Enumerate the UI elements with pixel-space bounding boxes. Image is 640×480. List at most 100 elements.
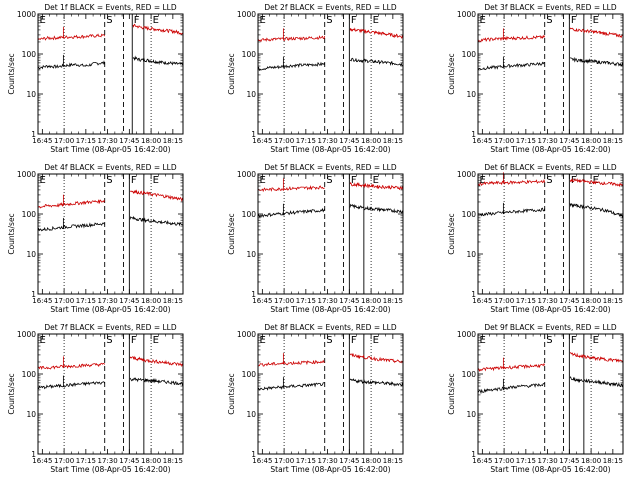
y-tick-label: 100 bbox=[22, 210, 37, 219]
event-label-start: E bbox=[260, 335, 266, 346]
event-label-start: E bbox=[40, 335, 46, 346]
event-label-start: E bbox=[260, 175, 266, 186]
x-tick-label: 17:00 bbox=[274, 137, 294, 145]
panel-title: Det 9f BLACK = Events, RED = LLD bbox=[484, 323, 617, 332]
y-tick-label: 1000 bbox=[237, 170, 256, 179]
y-tick-label: 1000 bbox=[237, 10, 256, 19]
x-tick-label: 18:00 bbox=[361, 457, 381, 465]
y-tick-label: 10 bbox=[466, 250, 476, 259]
x-tick-label: 16:45 bbox=[32, 297, 52, 305]
x-tick-label: 17:45 bbox=[119, 457, 139, 465]
event-label-e: E bbox=[153, 15, 159, 26]
x-tick-label: 17:45 bbox=[339, 137, 359, 145]
lld-series-line bbox=[132, 23, 184, 35]
y-tick-label: 10 bbox=[466, 90, 476, 99]
event-label-f: F bbox=[134, 15, 140, 26]
x-tick-label: 17:00 bbox=[274, 297, 294, 305]
x-tick-label: 17:15 bbox=[76, 457, 96, 465]
x-tick-label: 16:45 bbox=[32, 137, 52, 145]
event-label-f: F bbox=[571, 335, 577, 346]
event-label-s: S bbox=[326, 15, 332, 26]
events-series-line bbox=[257, 61, 326, 72]
detector-panel-4: Det 4f BLACK = Events, RED = LLD S F E E 1 10 1… bbox=[7, 163, 184, 314]
y-tick-label: 100 bbox=[22, 50, 37, 59]
event-label-e: E bbox=[373, 335, 379, 346]
x-tick-label: 17:15 bbox=[516, 297, 536, 305]
event-label-e: E bbox=[593, 15, 599, 26]
y-tick-label: 1000 bbox=[17, 330, 36, 339]
x-axis-label: Start Time (08-Apr-05 16:42:00) bbox=[270, 145, 390, 154]
y-tick-label: 1 bbox=[31, 130, 36, 139]
event-label-f: F bbox=[351, 15, 357, 26]
y-axis-label: Counts/sec bbox=[7, 53, 16, 94]
events-series-line bbox=[37, 222, 105, 232]
x-tick-label: 16:45 bbox=[472, 297, 492, 305]
y-tick-label: 10 bbox=[246, 90, 256, 99]
events-series-line bbox=[257, 382, 325, 391]
x-tick-label: 17:00 bbox=[54, 457, 74, 465]
x-tick-label: 18:15 bbox=[383, 297, 403, 305]
event-label-start: E bbox=[480, 15, 486, 26]
lld-series-line bbox=[37, 33, 106, 41]
x-tick-label: 17:15 bbox=[76, 297, 96, 305]
y-tick-label: 1 bbox=[251, 290, 256, 299]
y-tick-label: 10 bbox=[26, 90, 36, 99]
y-tick-label: 10 bbox=[246, 410, 256, 419]
x-tick-label: 18:00 bbox=[141, 457, 161, 465]
x-axis-label: Start Time (08-Apr-05 16:42:00) bbox=[490, 305, 610, 314]
lld-series-line bbox=[477, 34, 546, 43]
detector-panel-3: Det 3f BLACK = Events, RED = LLD S F E E 1 10 1… bbox=[447, 3, 624, 154]
x-tick-label: 18:15 bbox=[163, 137, 183, 145]
x-tick-label: 17:45 bbox=[119, 137, 139, 145]
events-series-line bbox=[350, 57, 404, 67]
event-label-f: F bbox=[131, 175, 137, 186]
event-label-start: E bbox=[40, 15, 46, 26]
panel-title: Det 4f BLACK = Events, RED = LLD bbox=[44, 163, 177, 172]
y-tick-label: 1 bbox=[471, 450, 476, 459]
x-tick-label: 17:15 bbox=[296, 297, 316, 305]
lld-series-line bbox=[129, 189, 184, 202]
y-tick-label: 1000 bbox=[457, 10, 476, 19]
x-tick-label: 17:30 bbox=[538, 457, 558, 465]
event-label-e: E bbox=[373, 15, 379, 26]
y-tick-label: 100 bbox=[462, 50, 477, 59]
x-tick-label: 16:45 bbox=[472, 457, 492, 465]
y-tick-label: 10 bbox=[466, 410, 476, 419]
x-axis-label: Start Time (08-Apr-05 16:42:00) bbox=[270, 465, 390, 474]
plot-frame bbox=[257, 173, 404, 295]
lld-series-line bbox=[257, 35, 326, 43]
x-tick-label: 18:00 bbox=[361, 137, 381, 145]
plot-frame bbox=[477, 333, 624, 455]
y-tick-label: 1 bbox=[251, 130, 256, 139]
y-tick-label: 1 bbox=[31, 290, 36, 299]
event-label-e: E bbox=[153, 175, 159, 186]
x-tick-label: 17:15 bbox=[516, 137, 536, 145]
x-tick-label: 18:00 bbox=[361, 297, 381, 305]
detector-panel-7: Det 7f BLACK = Events, RED = LLD S F E E 1 10 1… bbox=[7, 323, 184, 474]
x-tick-label: 18:15 bbox=[163, 457, 183, 465]
x-tick-label: 18:00 bbox=[581, 457, 601, 465]
y-tick-label: 1 bbox=[251, 450, 256, 459]
x-tick-label: 17:00 bbox=[54, 297, 74, 305]
panel-title: Det 3f BLACK = Events, RED = LLD bbox=[484, 3, 617, 12]
event-label-start: E bbox=[260, 15, 266, 26]
y-tick-label: 100 bbox=[22, 370, 37, 379]
x-tick-label: 18:15 bbox=[603, 137, 623, 145]
y-tick-label: 100 bbox=[462, 210, 477, 219]
events-series-line bbox=[477, 383, 545, 395]
event-label-start: E bbox=[40, 175, 46, 186]
y-tick-label: 10 bbox=[26, 410, 36, 419]
panel-title: Det 1f BLACK = Events, RED = LLD bbox=[44, 3, 177, 12]
event-label-s: S bbox=[106, 335, 112, 346]
events-series-line bbox=[129, 215, 184, 227]
x-tick-label: 17:00 bbox=[494, 137, 514, 145]
y-tick-label: 100 bbox=[242, 50, 257, 59]
x-axis-label: Start Time (08-Apr-05 16:42:00) bbox=[50, 305, 170, 314]
plot-frame bbox=[257, 333, 404, 455]
lld-series-line bbox=[569, 27, 624, 39]
x-tick-label: 18:00 bbox=[141, 137, 161, 145]
events-series-line bbox=[477, 61, 545, 71]
x-tick-label: 17:45 bbox=[339, 297, 359, 305]
x-tick-label: 18:00 bbox=[581, 137, 601, 145]
